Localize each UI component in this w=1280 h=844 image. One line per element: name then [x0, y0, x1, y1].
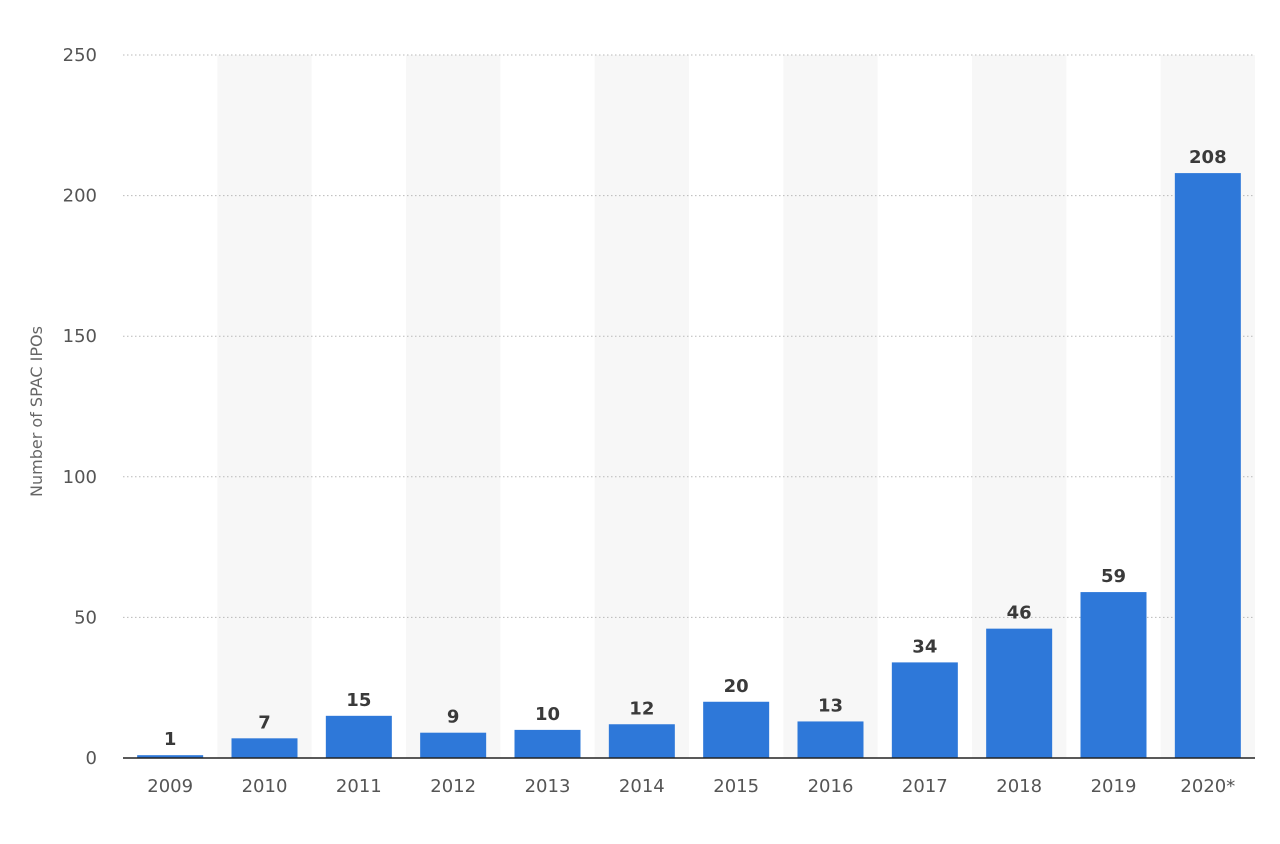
- gridlines: [123, 54, 1255, 618]
- bar: [325, 715, 392, 758]
- bar: [703, 701, 770, 758]
- bars: [137, 173, 1241, 758]
- value-label: 10: [535, 704, 560, 725]
- bar: [797, 721, 864, 758]
- y-axis-title: Number of SPAC IPOs: [27, 326, 46, 497]
- bar: [608, 724, 675, 758]
- value-label: 13: [818, 695, 843, 716]
- bar: [1174, 173, 1241, 758]
- band-7: [783, 55, 878, 758]
- y-tick-label: 100: [63, 467, 97, 488]
- bar: [986, 628, 1053, 758]
- bar: [514, 729, 581, 758]
- y-tick-label: 250: [63, 45, 97, 66]
- x-tick-label: 2020*: [1180, 776, 1235, 797]
- value-label: 208: [1189, 147, 1227, 168]
- x-tick-label: 2014: [619, 776, 665, 797]
- y-tick-label: 200: [63, 186, 97, 207]
- band-5: [594, 55, 689, 758]
- x-tick-label: 2016: [808, 776, 854, 797]
- y-tick-label: 50: [74, 607, 97, 628]
- value-label: 9: [447, 707, 460, 728]
- band-3: [406, 55, 501, 758]
- value-label: 46: [1007, 603, 1032, 624]
- value-label: 34: [912, 636, 937, 657]
- x-tick-label: 2019: [1091, 776, 1137, 797]
- x-tick-label: 2018: [996, 776, 1042, 797]
- bar: [231, 738, 298, 758]
- bar: [891, 662, 958, 758]
- y-tick-label: 150: [63, 326, 97, 347]
- band-1: [217, 55, 312, 758]
- x-tick-label: 2012: [430, 776, 476, 797]
- bar: [1080, 592, 1147, 758]
- x-tick-label: 2009: [147, 776, 193, 797]
- y-axis-ticks: 0 50 100 150 200 250: [63, 45, 97, 769]
- value-label: 15: [346, 690, 371, 711]
- bar: [420, 732, 487, 758]
- x-tick-label: 2013: [525, 776, 571, 797]
- x-tick-label: 2017: [902, 776, 948, 797]
- value-label: 12: [629, 698, 654, 719]
- x-axis-ticks: 2009 2010 2011 2012 2013 2014 2015 2016 2017 2018…: [147, 776, 1235, 797]
- x-tick-label: 2011: [336, 776, 382, 797]
- x-tick-label: 2010: [242, 776, 288, 797]
- bar: [137, 755, 204, 758]
- x-tick-label: 2015: [713, 776, 759, 797]
- value-label: 59: [1101, 566, 1126, 587]
- y-tick-label: 0: [86, 748, 97, 769]
- value-label: 1: [164, 729, 177, 750]
- value-label: 7: [258, 712, 271, 733]
- data-labels: 1 7 15 9 10 12 20 13 34 46 59 208: [164, 147, 1227, 750]
- value-label: 20: [724, 676, 749, 697]
